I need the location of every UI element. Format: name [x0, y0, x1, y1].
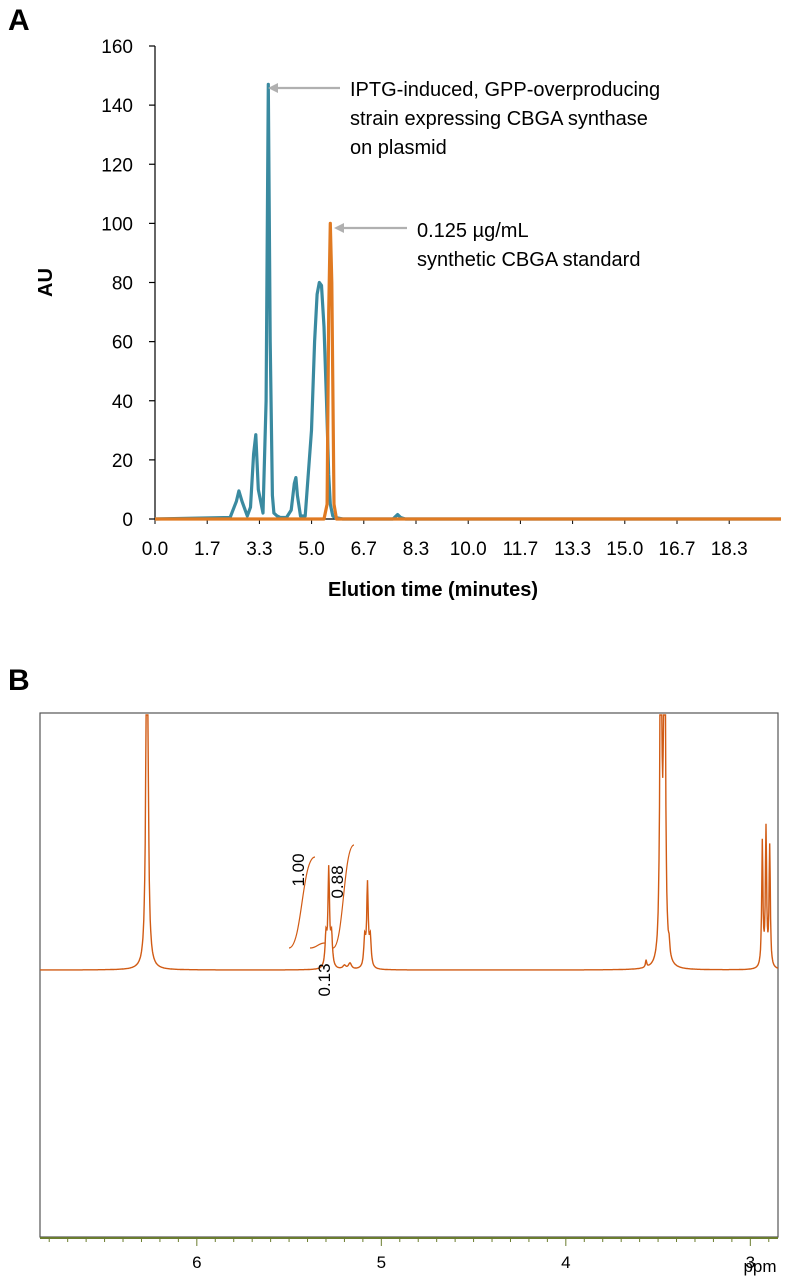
annotation-arrow-head	[268, 83, 278, 93]
x-tick-label: 0.0	[142, 539, 168, 560]
integral-label: 1.00	[289, 853, 308, 886]
y-axis-title: AU	[35, 268, 57, 297]
y-tick-label: 0	[122, 510, 133, 531]
y-tick-label: 60	[112, 333, 133, 354]
annotation-arrow-head	[334, 223, 344, 233]
integral-curve	[309, 942, 326, 949]
annotation-text: IPTG-induced, GPP-overproducing	[350, 79, 660, 101]
integral-curve	[288, 856, 316, 949]
x-tick-label: 15.0	[606, 539, 643, 560]
series-line-sample	[154, 82, 781, 521]
integral-label: 0.13	[315, 963, 334, 996]
panel-a-letter: A	[8, 4, 30, 37]
x-tick-label: 11.7	[503, 539, 539, 560]
x-axis-title: Elution time (minutes)	[328, 579, 538, 601]
ppm-tick-label: 3	[746, 1253, 755, 1272]
y-tick-label: 20	[112, 451, 133, 472]
x-tick-label: 8.3	[403, 539, 429, 560]
y-tick-label: 140	[101, 96, 133, 117]
annotation-text: strain expressing CBGA synthase	[350, 108, 648, 130]
annotation-text: on plasmid	[350, 137, 447, 159]
y-tick-label: 100	[101, 214, 133, 235]
nmr-spectrum-trace	[40, 714, 779, 971]
x-tick-label: 5.0	[298, 539, 324, 560]
x-tick-label: 16.7	[659, 539, 696, 560]
ppm-tick-label: 6	[192, 1253, 201, 1272]
series-line-standard	[155, 221, 781, 521]
x-tick-label: 3.3	[246, 539, 272, 560]
chart-a: 0 20 40 60 80 100 120 140 160 0.0 1.7 3.3 5.0 6.7 8.3 1…	[35, 37, 781, 601]
plot-frame	[39, 712, 779, 1238]
y-tick-label: 80	[112, 274, 133, 295]
ppm-tick-label: 4	[561, 1253, 570, 1272]
panel-b-letter: B	[8, 664, 30, 697]
x-tick-label: 1.7	[194, 539, 220, 560]
annotation-text: synthetic CBGA standard	[417, 249, 640, 271]
x-tick-label: 6.7	[351, 539, 377, 560]
integral-label: 0.88	[328, 865, 347, 898]
x-tick-label: 18.3	[711, 539, 748, 560]
y-tick-label: 120	[101, 155, 133, 176]
y-tick-label: 40	[112, 392, 133, 413]
integral-curve	[332, 844, 355, 949]
annotation-text: 0.125 µg/mL	[417, 220, 529, 242]
y-tick-label: 160	[101, 37, 133, 58]
ppm-tick-label: 5	[377, 1253, 386, 1272]
x-tick-label: 10.0	[450, 539, 487, 560]
x-tick-label: 13.3	[554, 539, 591, 560]
ppm-axis-label: ppm	[743, 1257, 776, 1276]
